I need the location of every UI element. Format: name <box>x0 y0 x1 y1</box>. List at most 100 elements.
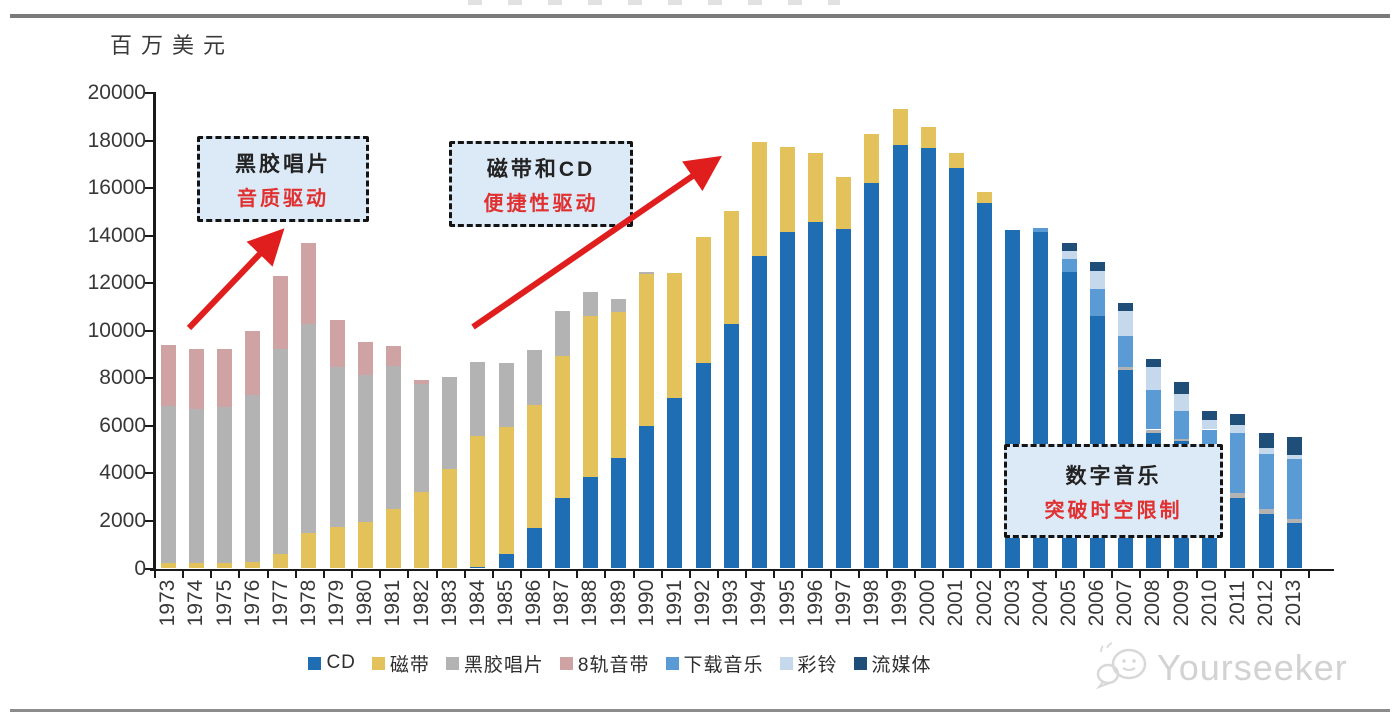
bar-segment-cd-1988 <box>582 477 598 569</box>
x-axis-year-label: 1982 <box>409 579 433 627</box>
x-axis-year-label: 2007 <box>1113 579 1137 627</box>
bar-segment-cd-1987 <box>554 498 570 569</box>
x-axis-tick <box>1251 570 1254 578</box>
wechat-bubbles-icon <box>1093 640 1151 695</box>
annotation-box-3: 数字音乐 突破时空限制 <box>1004 444 1223 538</box>
bar-segment-vinyl-2008 <box>1145 429 1161 433</box>
bar-segment-track8-1982 <box>414 379 430 384</box>
bar-segment-streaming-2011 <box>1230 413 1246 426</box>
x-axis-year-label: 2000 <box>916 579 940 627</box>
legend-swatch-streaming <box>853 656 867 670</box>
x-axis-tick <box>294 570 297 578</box>
y-axis-tick <box>145 282 153 285</box>
x-axis-tick <box>604 570 607 578</box>
bar-segment-track8-1978 <box>301 242 317 324</box>
bar-segment-cd-1992 <box>695 362 711 569</box>
annotation-line2: 便捷性驱动 <box>483 192 599 215</box>
bar-segment-cassette-1977 <box>273 554 289 569</box>
legend-swatch-track8 <box>559 656 573 670</box>
bar-segment-cassette-1990 <box>639 273 655 427</box>
x-axis-tick <box>407 570 410 578</box>
bar-segment-cassette-1995 <box>780 146 795 232</box>
x-axis-year-label: 1992 <box>691 579 715 627</box>
x-axis-tick <box>1054 570 1057 578</box>
annotation-line1: 数字音乐 <box>1065 464 1162 488</box>
bar-segment-streaming-2005 <box>1061 242 1077 251</box>
y-axis-tick-label: 14000 <box>87 223 146 247</box>
x-axis-year-label: 1997 <box>831 579 855 627</box>
x-axis-year-label: 2005 <box>1057 579 1080 627</box>
x-axis-tick <box>266 570 269 578</box>
x-axis-year-label: 1975 <box>212 579 236 627</box>
bar-segment-vinyl-2012 <box>1258 509 1274 514</box>
x-axis-year-label: 2001 <box>944 579 968 627</box>
bar-segment-cd-1990 <box>639 426 655 569</box>
bar-segment-vinyl-1981 <box>385 365 401 509</box>
bar-segment-streaming-2008 <box>1145 358 1161 367</box>
bar-segment-cassette-1986 <box>526 404 542 528</box>
x-axis-year-label: 2009 <box>1169 579 1193 627</box>
y-axis-tick <box>145 139 153 142</box>
x-axis-year-label: 1989 <box>606 579 630 627</box>
y-axis-tick <box>145 567 153 570</box>
bar-segment-download-2006 <box>1089 289 1105 317</box>
y-axis-tick-label: 6000 <box>99 413 146 437</box>
bar-segment-vinyl-2013 <box>1286 519 1302 524</box>
bar-segment-vinyl-1988 <box>582 292 598 316</box>
bar-segment-vinyl-1977 <box>273 348 289 555</box>
bar-segment-cassette-1993 <box>723 210 739 324</box>
x-axis-tick <box>688 570 691 578</box>
bar-segment-cd-1998 <box>864 183 880 569</box>
x-axis-line <box>150 568 1334 571</box>
x-axis-year-label: 1991 <box>662 579 686 627</box>
x-axis-tick <box>632 570 635 578</box>
x-axis-tick <box>857 570 860 578</box>
bar-segment-vinyl-1984 <box>470 362 486 437</box>
annotation-box-1: 黑胶唱片 音质驱动 <box>197 136 369 222</box>
x-axis-year-label: 2008 <box>1141 579 1165 627</box>
bar-segment-ringtone-2013 <box>1286 455 1302 460</box>
bar-segment-cassette-1983 <box>442 469 458 569</box>
bar-segment-cd-1994 <box>751 255 767 569</box>
x-axis-year-label: 1979 <box>325 579 349 627</box>
x-axis-tick <box>1026 570 1029 578</box>
bar-segment-ringtone-2010 <box>1202 419 1218 430</box>
bar-segment-vinyl-2011 <box>1230 492 1246 498</box>
x-axis-tick <box>238 570 241 578</box>
y-axis-tick-label: 18000 <box>87 128 146 152</box>
x-axis-tick <box>829 570 832 578</box>
watermark-text: Yourseeker <box>1157 646 1348 688</box>
bar-segment-streaming-2012 <box>1258 432 1274 448</box>
bar-segment-vinyl-1976 <box>245 395 261 563</box>
bar-segment-cassette-1975 <box>217 562 232 569</box>
cropped-title-fragment <box>468 0 840 5</box>
x-axis-year-label: 1994 <box>747 579 771 627</box>
bar-segment-track8-1976 <box>245 331 261 396</box>
bar-segment-download-2008 <box>1145 389 1161 430</box>
bar-segment-cassette-1985 <box>498 427 514 555</box>
y-axis-tick-label: 12000 <box>87 271 146 295</box>
x-axis-tick <box>1082 570 1085 578</box>
x-axis-tick <box>1223 570 1226 578</box>
bar-segment-vinyl-1983 <box>442 377 458 470</box>
unit-label: 百万美元 <box>110 33 235 58</box>
bar-segment-cassette-1999 <box>892 109 908 146</box>
x-axis-tick <box>576 570 579 578</box>
x-axis-year-label: 1986 <box>522 579 546 627</box>
bar-segment-cd-1995 <box>780 231 795 569</box>
y-axis-tick <box>145 377 153 380</box>
bar-segment-download-2011 <box>1230 432 1246 493</box>
bar-segment-streaming-2010 <box>1202 411 1218 420</box>
x-axis-tick <box>998 570 1001 578</box>
x-axis-year-label: 1980 <box>353 579 377 627</box>
x-axis-year-label: 1993 <box>719 579 743 627</box>
x-axis-tick <box>1280 570 1282 578</box>
bar-segment-cd-2011 <box>1230 497 1246 569</box>
bar-segment-streaming-2006 <box>1089 261 1105 271</box>
x-axis-year-label: 1996 <box>803 579 827 627</box>
x-axis-year-label: 1981 <box>381 579 405 627</box>
x-axis-year-label: 2002 <box>972 579 996 627</box>
bar-segment-cassette-1987 <box>554 356 570 499</box>
